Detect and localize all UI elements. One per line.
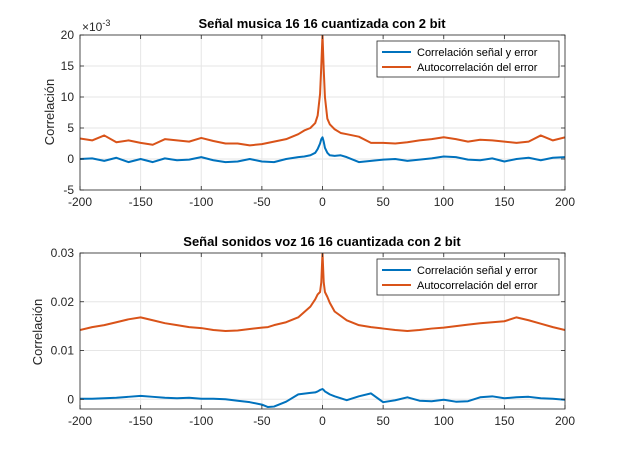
legend-label-voz-1: Autocorrelación del error — [417, 280, 538, 292]
x-tick-label-musica-3: -50 — [253, 195, 271, 209]
legend-label-musica-1: Autocorrelación del error — [417, 62, 538, 74]
subplot-musica: Señal musica 16 16 cuantizada con 2 bit … — [42, 16, 575, 209]
legend-voz: Correlación señal y error Autocorrelación… — [376, 258, 560, 296]
subplot-voz: Señal sonidos voz 16 16 cuantizada con 2… — [30, 234, 575, 428]
x-tick-label-musica-0: -200 — [68, 195, 92, 209]
x-tick-label-voz-7: 150 — [494, 414, 514, 428]
x-tick-label-voz-4: 0 — [319, 414, 326, 428]
subplot-title-voz: Señal sonidos voz 16 16 cuantizada con 2… — [183, 234, 461, 249]
legend-box-musica — [376, 40, 560, 78]
y-tick-label-musica-3: 10 — [61, 90, 75, 104]
x-tick-label-voz-5: 50 — [376, 414, 390, 428]
y-tick-label-voz-2: 0.02 — [51, 295, 75, 309]
x-tick-label-musica-6: 100 — [434, 195, 454, 209]
x-tick-label-voz-6: 100 — [434, 414, 454, 428]
x-tick-label-musica-5: 50 — [376, 195, 390, 209]
x-tick-label-voz-1: -150 — [129, 414, 153, 428]
y-tick-label-voz-3: 0.03 — [51, 246, 75, 260]
x-tick-label-voz-0: -200 — [68, 414, 92, 428]
y-tick-label-musica-5: 20 — [61, 28, 75, 42]
y-multiplier-base: ×10 — [82, 20, 103, 34]
x-tick-label-musica-1: -150 — [129, 195, 153, 209]
x-tick-label-musica-4: 0 — [319, 195, 326, 209]
x-tick-label-voz-8: 200 — [555, 414, 575, 428]
y-multiplier-label: ×10-3 — [82, 18, 110, 34]
y-tick-label-voz-0: 0 — [67, 392, 74, 406]
x-tick-label-musica-2: -100 — [189, 195, 213, 209]
legend-musica: Correlación señal y error Autocorrelación… — [376, 40, 560, 78]
x-tick-label-musica-7: 150 — [494, 195, 514, 209]
y-axis-label-voz: Correlación — [30, 299, 45, 365]
x-tick-label-voz-2: -100 — [189, 414, 213, 428]
series-line-musica-0 — [80, 136, 565, 164]
series-line-musica-1 — [80, 35, 565, 147]
x-tick-label-voz-3: -50 — [253, 414, 271, 428]
y-multiplier-exp: -3 — [102, 18, 110, 28]
x-tick-label-musica-8: 200 — [555, 195, 575, 209]
series-line-voz-0 — [80, 388, 565, 409]
legend-label-musica-0: Correlación señal y error — [417, 47, 538, 59]
y-tick-label-musica-0: -5 — [63, 183, 74, 197]
y-tick-label-musica-4: 15 — [61, 59, 75, 73]
legend-label-voz-0: Correlación señal y error — [417, 265, 538, 277]
subplot-title-musica: Señal musica 16 16 cuantizada con 2 bit — [198, 16, 446, 31]
series-line-voz-1 — [80, 253, 565, 332]
legend-box-voz — [376, 258, 560, 296]
y-tick-label-musica-1: 0 — [67, 152, 74, 166]
y-tick-label-musica-2: 5 — [67, 121, 74, 135]
y-tick-label-voz-1: 0.01 — [51, 344, 75, 358]
y-axis-label-musica: Correlación — [42, 79, 57, 145]
